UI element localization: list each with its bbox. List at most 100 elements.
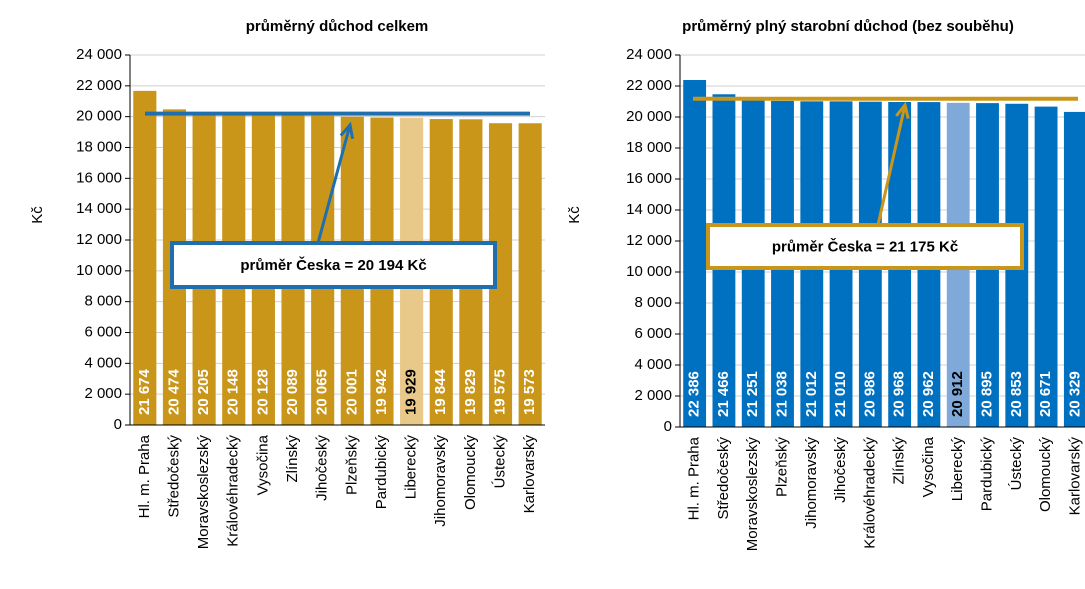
- y-tick-label: 12 000: [76, 231, 122, 248]
- x-tick-label: Liberecký: [403, 435, 420, 500]
- x-tick-label: Hl. m. Praha: [686, 436, 703, 520]
- x-tick-label: Zlínský: [891, 437, 908, 485]
- y-tick-label: 12 000: [626, 232, 672, 249]
- x-tick-label: Ústecký: [492, 435, 509, 489]
- value-label: 19 573: [521, 369, 538, 415]
- x-tick-label: Vysočina: [254, 434, 271, 495]
- x-tick-label: Jihomoravský: [803, 437, 820, 529]
- y-tick-label: 8 000: [84, 293, 122, 310]
- x-tick-label: Hl. m. Praha: [136, 434, 153, 518]
- y-tick-label: 0: [114, 416, 122, 433]
- value-label: 19 575: [492, 369, 509, 415]
- value-label: 20 853: [1008, 371, 1025, 417]
- bar: [1063, 111, 1085, 427]
- y-tick-label: 2 000: [634, 387, 672, 404]
- y-tick-label: 20 000: [626, 108, 672, 125]
- chart-title: průměrný plný starobní důchod (bez soubě…: [682, 18, 1014, 35]
- value-label: 22 386: [686, 371, 703, 417]
- x-tick-label: Liberecký: [949, 437, 966, 502]
- value-label: 19 844: [432, 368, 449, 415]
- annotation-box: [706, 223, 1024, 270]
- y-tick-label: 16 000: [76, 169, 122, 186]
- value-label: 19 942: [373, 369, 390, 415]
- x-tick-label: Olomoucký: [1037, 437, 1054, 513]
- value-label: 20 089: [284, 369, 301, 415]
- value-label: 20 148: [225, 369, 242, 415]
- y-tick-label: 4 000: [634, 356, 672, 373]
- x-tick-label: Pardubický: [373, 435, 390, 510]
- value-label: 20 912: [949, 371, 966, 417]
- x-tick-label: Královéhradecký: [861, 437, 878, 549]
- value-label: 20 968: [891, 371, 908, 417]
- value-label: 21 466: [715, 371, 732, 417]
- annotation-arrow: [316, 124, 352, 244]
- bar: [518, 123, 542, 426]
- value-label: 20 329: [1066, 371, 1083, 417]
- y-tick-label: 16 000: [626, 170, 672, 187]
- y-tick-label: 22 000: [76, 77, 122, 94]
- x-tick-label: Jihočeský: [832, 437, 849, 503]
- y-tick-label: 18 000: [626, 139, 672, 156]
- x-tick-label: Středočeský: [165, 435, 182, 518]
- y-tick-label: 4 000: [84, 354, 122, 371]
- value-label: 21 012: [803, 371, 820, 417]
- value-label: 20 986: [861, 371, 878, 417]
- value-label: 21 674: [136, 368, 153, 415]
- y-tick-label: 6 000: [84, 323, 122, 340]
- y-tick-label: 2 000: [84, 385, 122, 402]
- x-tick-label: Královéhradecký: [225, 435, 242, 547]
- chart-title: průměrný důchod celkem: [246, 18, 429, 35]
- y-tick-label: 22 000: [626, 77, 672, 94]
- value-label: 20 128: [254, 369, 271, 415]
- value-label: 20 065: [314, 369, 331, 415]
- bar: [133, 90, 157, 426]
- x-tick-label: Moravskoslezský: [195, 435, 212, 550]
- bar: [1034, 106, 1058, 428]
- value-label: 20 962: [920, 371, 937, 417]
- x-tick-label: Plzeňský: [773, 437, 790, 498]
- x-tick-label: Vysočina: [920, 436, 937, 497]
- x-tick-label: Karlovarský: [1066, 437, 1083, 516]
- y-axis-label: Kč: [566, 206, 583, 224]
- value-label: 20 895: [978, 371, 995, 417]
- value-label: 20 474: [165, 368, 182, 415]
- y-tick-label: 14 000: [76, 200, 122, 217]
- y-tick-label: 6 000: [634, 325, 672, 342]
- y-tick-label: 14 000: [626, 201, 672, 218]
- chart: průměrný důchod celkem Kč 0 2 000 4 000 6 000…: [29, 18, 545, 549]
- y-tick-label: 18 000: [76, 138, 122, 155]
- x-tick-label: Jihočeský: [314, 435, 331, 501]
- value-label: 21 038: [773, 371, 790, 417]
- y-axis-label: Kč: [29, 206, 46, 224]
- x-tick-label: Karlovarský: [521, 435, 538, 514]
- x-tick-label: Plzeňský: [343, 435, 360, 496]
- x-tick-label: Moravskoslezský: [744, 437, 761, 552]
- x-tick-label: Zlínský: [284, 435, 301, 483]
- value-label: 19 829: [462, 369, 479, 415]
- y-tick-label: 0: [664, 418, 672, 435]
- bar: [683, 80, 707, 427]
- annotation-text: průměr Česka = 20 194 Kč: [240, 256, 426, 274]
- y-tick-label: 10 000: [76, 262, 122, 279]
- y-tick-label: 8 000: [634, 294, 672, 311]
- value-label: 21 251: [744, 371, 761, 417]
- y-tick-label: 20 000: [76, 108, 122, 125]
- value-label: 20 671: [1037, 371, 1054, 417]
- arrow-head: [895, 101, 910, 119]
- x-tick-label: Jihomoravský: [432, 435, 449, 527]
- x-tick-label: Ústecký: [1008, 437, 1025, 491]
- x-tick-label: Pardubický: [978, 437, 995, 512]
- bar: [488, 123, 513, 425]
- value-label: 19 929: [403, 369, 420, 415]
- value-label: 21 010: [832, 371, 849, 417]
- x-tick-label: Olomoucký: [462, 435, 479, 511]
- x-tick-label: Středočeský: [715, 437, 732, 520]
- value-label: 20 001: [343, 369, 360, 415]
- y-tick-label: 24 000: [626, 46, 672, 63]
- annotation-text: průměr Česka = 21 175 Kč: [772, 237, 958, 255]
- annotation-arrow: [876, 104, 907, 226]
- chart: průměrný plný starobní důchod (bez soubě…: [566, 18, 1085, 551]
- y-tick-label: 10 000: [626, 263, 672, 280]
